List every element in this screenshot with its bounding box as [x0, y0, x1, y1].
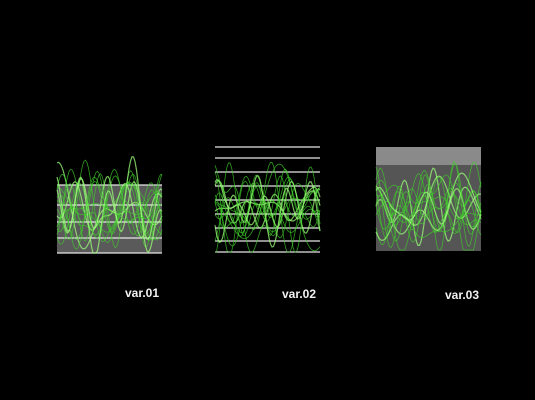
wave [214, 174, 321, 248]
wave [215, 162, 321, 253]
waveforms [56, 156, 482, 254]
wave [56, 168, 163, 241]
wave [214, 179, 321, 234]
wave [375, 167, 482, 228]
panel-band [376, 147, 481, 165]
wave [214, 163, 321, 252]
wave [56, 169, 163, 249]
wave [56, 181, 163, 240]
wave [375, 170, 482, 246]
variant-label: var.02 [282, 287, 316, 301]
wave [56, 156, 163, 254]
variant-label: var.01 [125, 286, 159, 300]
wave [56, 173, 163, 250]
variant-label: var.03 [445, 288, 479, 302]
wave [375, 184, 482, 238]
wave [375, 161, 482, 234]
wave [375, 176, 482, 242]
wave [56, 175, 163, 245]
wave [214, 161, 321, 253]
wave [56, 186, 163, 233]
wave [214, 183, 321, 247]
wave [214, 171, 321, 253]
wave [56, 168, 163, 243]
wave [56, 170, 163, 237]
wave [56, 161, 163, 250]
wave [214, 176, 321, 233]
wave [375, 167, 482, 246]
